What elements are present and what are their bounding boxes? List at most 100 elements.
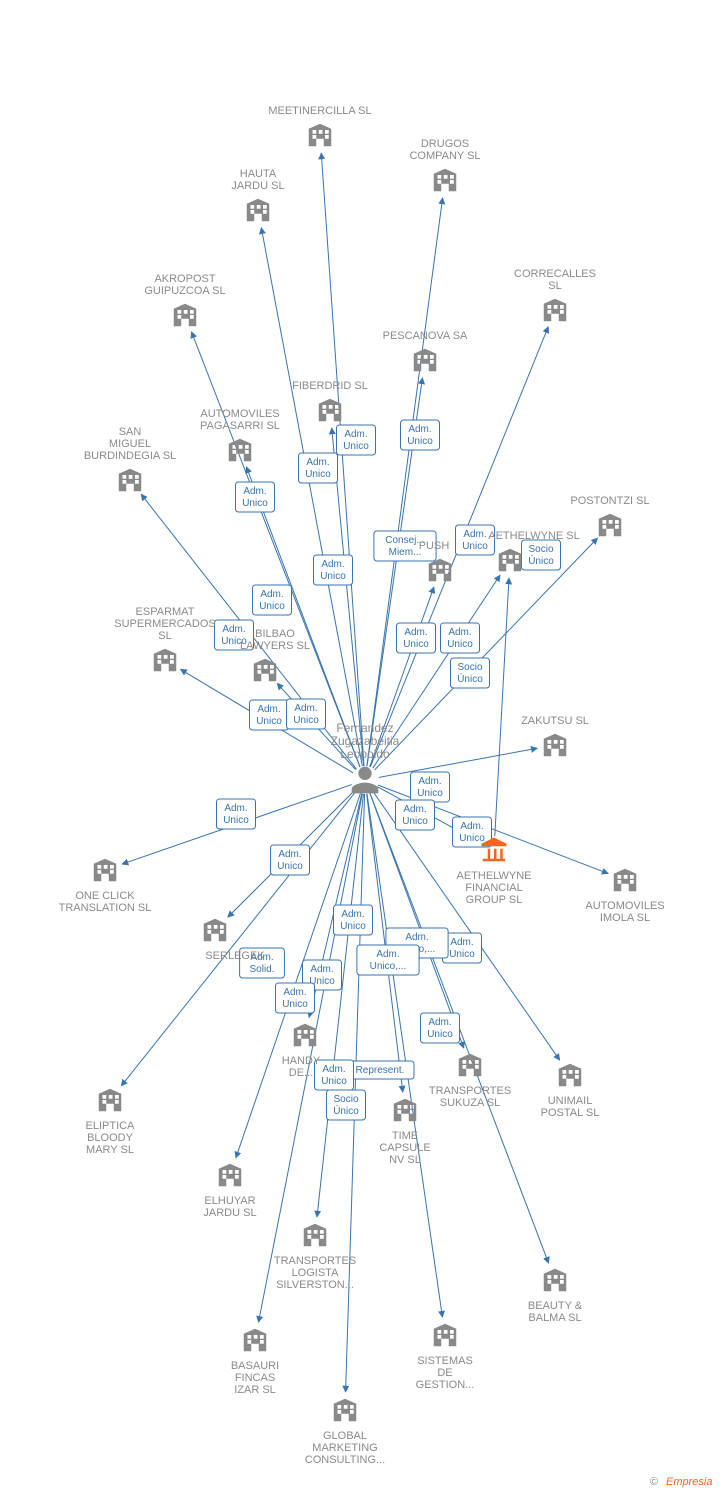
company-node-aethelwyne_fin[interactable]: AETHELWYNEFINANCIALGROUP SL bbox=[457, 838, 532, 907]
center-person[interactable]: FernandezZugazabeitiaLeopoldo bbox=[331, 721, 400, 793]
node-label: ZAKUTSU SL bbox=[521, 715, 589, 727]
edge-label[interactable]: Adm.Unico bbox=[217, 799, 256, 829]
company-node-correcalles[interactable]: CORRECALLESSL bbox=[514, 268, 596, 321]
edge-label[interactable]: Adm.Unico bbox=[314, 555, 353, 585]
edge-label[interactable]: Adm.Unico bbox=[421, 1013, 460, 1043]
edge-label[interactable]: SocioÚnico bbox=[327, 1090, 366, 1120]
edge-postontzi bbox=[375, 538, 598, 770]
svg-text:Único: Único bbox=[333, 1104, 359, 1117]
svg-text:Unico: Unico bbox=[277, 861, 303, 872]
company-node-automoviles_imola[interactable]: AUTOMOVILESIMOLA SL bbox=[585, 869, 664, 924]
company-node-drugos[interactable]: DRUGOSCOMPANY SL bbox=[409, 138, 480, 191]
company-node-akropost[interactable]: AKROPOSTGUIPUZCOA SL bbox=[144, 273, 225, 326]
node-label: BASAURI bbox=[231, 1360, 279, 1372]
edge-label[interactable]: Adm.Unico bbox=[276, 983, 315, 1013]
building-icon bbox=[319, 399, 342, 422]
node-label: MARKETING bbox=[312, 1442, 377, 1454]
company-node-fiberdrid[interactable]: FIBERDRID SL bbox=[292, 380, 368, 421]
node-label: LOGISTA bbox=[292, 1267, 340, 1279]
node-label: SISTEMAS bbox=[417, 1355, 473, 1367]
company-node-sistemas[interactable]: SISTEMASDEGESTION... bbox=[416, 1324, 475, 1391]
svg-text:Unico: Unico bbox=[459, 833, 485, 844]
node-label: JARDU SL bbox=[231, 180, 284, 192]
edge-label[interactable]: Adm.Unico bbox=[441, 623, 480, 653]
node-label: FINANCIAL bbox=[465, 882, 522, 894]
edge-label[interactable]: Adm.Unico bbox=[401, 420, 440, 450]
svg-text:Unico: Unico bbox=[259, 601, 285, 612]
company-node-timecapsule[interactable]: TIMECAPSULENV SL bbox=[379, 1099, 430, 1166]
edge-label[interactable]: Adm.Unico bbox=[271, 845, 310, 875]
svg-text:Adm.: Adm. bbox=[310, 964, 333, 975]
building-icon bbox=[334, 1399, 357, 1422]
edge-transportes_sukuza bbox=[370, 793, 464, 1048]
edge-label[interactable]: Adm.Unico bbox=[334, 905, 373, 935]
company-node-zakutsu[interactable]: ZAKUTSU SL bbox=[521, 715, 589, 756]
node-label: POSTONTZI SL bbox=[570, 495, 649, 507]
edge-aethelwyne_sl bbox=[495, 578, 509, 836]
company-node-eliptica[interactable]: ELIPTICABLOODYMARY SL bbox=[86, 1089, 136, 1156]
node-label: NV SL bbox=[389, 1154, 421, 1166]
company-node-hauta[interactable]: HAUTAJARDU SL bbox=[231, 168, 284, 221]
edge-zakutsu bbox=[379, 748, 538, 777]
svg-text:Adm.: Adm. bbox=[322, 1064, 345, 1075]
company-node-automoviles_pag[interactable]: AUTOMOVILESPAGASARRI SL bbox=[200, 408, 280, 461]
edge-label[interactable]: Adm.Unico bbox=[250, 700, 289, 730]
company-node-unimail[interactable]: UNIMAILPOSTAL SL bbox=[541, 1064, 600, 1119]
building-icon bbox=[429, 559, 452, 582]
edge-label[interactable]: Adm.Unico,... bbox=[357, 945, 419, 975]
svg-text:Empresia: Empresia bbox=[666, 1476, 712, 1488]
company-node-global_marketing[interactable]: GLOBALMARKETINGCONSULTING... bbox=[305, 1399, 385, 1466]
svg-text:Unico: Unico bbox=[282, 999, 308, 1010]
svg-text:Unico: Unico bbox=[242, 498, 268, 509]
edge-label[interactable]: Adm.Unico bbox=[397, 623, 436, 653]
building-icon bbox=[247, 199, 270, 222]
company-node-san_miguel[interactable]: SANMIGUELBURDINDEGIA SL bbox=[84, 426, 176, 491]
edge-label[interactable]: Adm.Unico bbox=[287, 699, 326, 729]
edge-label[interactable]: Represent. bbox=[346, 1061, 414, 1079]
svg-text:Adm.: Adm. bbox=[463, 529, 486, 540]
network-diagram: Adm.UnicoAdm.UnicoAdm.UnicoAdm.UnicoAdm.… bbox=[0, 0, 728, 1500]
company-node-meetinercilla[interactable]: MEETINERCILLA SL bbox=[268, 105, 371, 146]
edge-label[interactable]: Adm.Unico bbox=[411, 772, 450, 802]
edge-label[interactable]: Adm.Unico bbox=[299, 453, 338, 483]
svg-text:Adm.: Adm. bbox=[278, 849, 301, 860]
company-node-basauri[interactable]: BASAURIFINCASIZAR SL bbox=[231, 1329, 279, 1396]
edge-label[interactable]: Adm.Unico bbox=[253, 585, 292, 615]
building-icon bbox=[414, 349, 437, 372]
node-label: AUTOMOVILES bbox=[585, 900, 664, 912]
svg-text:Unico,...: Unico,... bbox=[370, 961, 407, 972]
building-icon bbox=[544, 1269, 567, 1292]
node-label: DE... bbox=[289, 1067, 313, 1079]
edge-label[interactable]: Adm.Unico bbox=[396, 800, 435, 830]
svg-text:Adm.: Adm. bbox=[403, 804, 426, 815]
company-node-oneclick[interactable]: ONE CLICKTRANSLATION SL bbox=[59, 859, 152, 914]
edge-eliptica bbox=[121, 791, 356, 1086]
building-icon bbox=[544, 299, 567, 322]
svg-text:Adm.: Adm. bbox=[224, 803, 247, 814]
svg-text:Adm.: Adm. bbox=[460, 821, 483, 832]
svg-text:Unico: Unico bbox=[447, 639, 473, 650]
svg-text:Unico: Unico bbox=[402, 816, 428, 827]
edge-label[interactable]: SocioÚnico bbox=[451, 658, 490, 688]
company-node-esparmat[interactable]: ESPARMATSUPERMERCADOSSL bbox=[114, 606, 215, 671]
company-node-elhuyar[interactable]: ELHUYARJARDU SL bbox=[203, 1164, 256, 1219]
node-label: GLOBAL bbox=[323, 1430, 367, 1442]
company-node-serlegek[interactable]: SERLEGEK bbox=[204, 919, 266, 962]
svg-text:Adm.: Adm. bbox=[408, 424, 431, 435]
company-node-transportes_log[interactable]: TRANSPORTESLOGISTASILVERSTON... bbox=[274, 1224, 356, 1291]
edge-label[interactable]: Adm.Unico bbox=[337, 425, 376, 455]
node-label: BALMA SL bbox=[528, 1312, 581, 1324]
svg-text:Unico: Unico bbox=[427, 1029, 453, 1040]
company-node-postontzi[interactable]: POSTONTZI SL bbox=[570, 495, 649, 536]
company-node-transportes_sukuza[interactable]: TRANSPORTESSUKUZA SL bbox=[429, 1054, 511, 1109]
edge-label[interactable]: Adm.Unico bbox=[236, 482, 275, 512]
company-node-pescanova[interactable]: PESCANOVA SA bbox=[383, 330, 468, 371]
edge-label[interactable]: Adm.Unico bbox=[315, 1060, 354, 1090]
node-label: FIBERDRID SL bbox=[292, 380, 368, 392]
edge-label[interactable]: SocioÚnico bbox=[522, 540, 561, 570]
building-icon bbox=[434, 1324, 457, 1347]
svg-text:Unico: Unico bbox=[305, 469, 331, 480]
node-label: DE bbox=[437, 1367, 452, 1379]
company-node-beauty_balma[interactable]: BEAUTY &BALMA SL bbox=[528, 1269, 583, 1324]
svg-text:Unico: Unico bbox=[403, 639, 429, 650]
